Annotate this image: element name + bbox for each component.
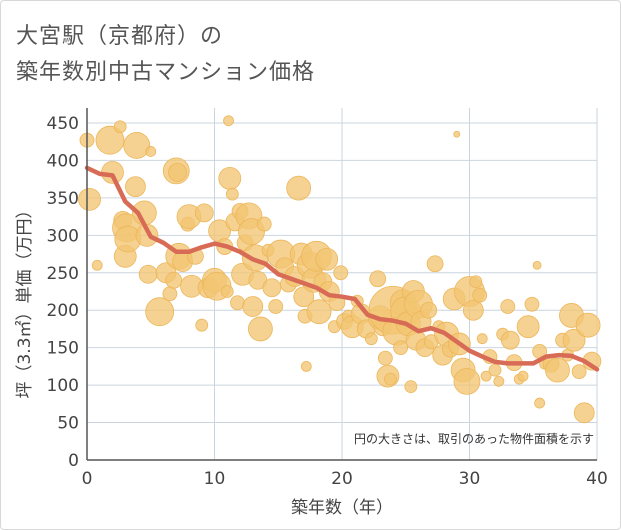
data-point xyxy=(230,295,245,311)
data-point xyxy=(476,333,488,345)
y-tick-label: 0 xyxy=(68,451,79,471)
data-point xyxy=(268,299,284,314)
data-point xyxy=(218,166,242,190)
trend-line xyxy=(84,165,600,372)
y-tick-label: 300 xyxy=(47,226,79,246)
y-tick-label: 400 xyxy=(47,151,79,171)
data-point xyxy=(145,297,175,327)
x-tick-label: 10 xyxy=(204,469,226,489)
x-axis-label: 築年数（年） xyxy=(291,498,393,518)
data-point xyxy=(125,176,146,198)
y-tick-label: 200 xyxy=(47,301,79,321)
data-point xyxy=(145,146,157,157)
data-point xyxy=(162,286,178,302)
data-point xyxy=(286,175,312,201)
data-point xyxy=(453,367,481,395)
data-point xyxy=(532,260,542,270)
data-point xyxy=(500,299,516,314)
data-point xyxy=(168,163,187,182)
y-tick-label: 100 xyxy=(47,376,79,396)
data-point xyxy=(393,340,409,356)
data-point xyxy=(223,115,234,127)
data-point xyxy=(571,364,587,380)
data-point xyxy=(562,328,586,352)
bubble-size-note: 円の大きさは、取引のあった物件面積を示す xyxy=(354,431,594,446)
data-point xyxy=(377,350,393,366)
data-point xyxy=(165,271,183,289)
data-point xyxy=(516,315,540,339)
data-point xyxy=(545,357,570,383)
data-point xyxy=(534,397,546,409)
data-point xyxy=(315,247,339,271)
data-point xyxy=(404,380,418,394)
data-point xyxy=(488,363,502,377)
data-point xyxy=(225,187,239,201)
data-point xyxy=(220,285,234,298)
data-point xyxy=(524,296,540,312)
data-point xyxy=(135,223,159,247)
data-point xyxy=(138,264,158,284)
data-point xyxy=(242,296,264,317)
bubble-layer xyxy=(78,115,602,424)
data-point xyxy=(333,265,349,281)
data-point xyxy=(364,332,378,346)
data-point xyxy=(384,372,397,386)
data-point xyxy=(247,316,273,342)
data-point xyxy=(113,120,127,134)
data-point xyxy=(480,370,492,382)
x-tick-label: 40 xyxy=(586,469,608,489)
data-point xyxy=(306,299,332,325)
data-point xyxy=(95,125,125,155)
data-point xyxy=(493,375,505,387)
data-point xyxy=(78,187,101,211)
data-point xyxy=(123,132,151,159)
data-point xyxy=(462,299,484,321)
data-point xyxy=(262,278,282,298)
y-tick-label: 450 xyxy=(47,114,79,134)
x-tick-label: 20 xyxy=(331,469,353,489)
data-point xyxy=(573,402,595,424)
chart-title-line1: 大宮駅（京都府）の xyxy=(16,24,224,49)
data-point xyxy=(500,330,520,350)
x-tick-label: 0 xyxy=(82,469,93,489)
data-point xyxy=(517,370,529,382)
data-point xyxy=(256,216,272,232)
data-point xyxy=(575,312,601,338)
y-axis-label: 坪（3.3㎡）単価（万円） xyxy=(15,201,35,398)
data-point xyxy=(300,360,312,372)
data-point xyxy=(426,255,444,273)
data-point xyxy=(453,130,461,138)
data-point xyxy=(420,301,438,319)
data-point xyxy=(369,270,387,288)
y-tick-label: 150 xyxy=(47,339,79,359)
data-point xyxy=(194,203,214,223)
chart-title-line2: 築年数別中古マンション価格 xyxy=(16,60,316,85)
data-point xyxy=(472,287,488,303)
chart-axes xyxy=(86,108,597,461)
y-tick-label: 350 xyxy=(47,189,79,209)
y-tick-label: 250 xyxy=(47,264,79,284)
x-tick-label: 30 xyxy=(459,469,481,489)
data-point xyxy=(469,275,483,289)
y-tick-label: 50 xyxy=(57,414,79,434)
data-point xyxy=(91,259,103,271)
trend-layer xyxy=(84,165,600,372)
data-point xyxy=(195,318,209,332)
